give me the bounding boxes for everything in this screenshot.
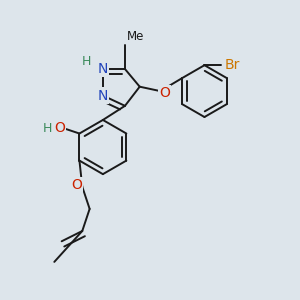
Text: Br: Br [224, 58, 239, 72]
Text: H: H [43, 122, 52, 135]
Text: Me: Me [126, 30, 144, 43]
Text: N: N [98, 88, 108, 103]
Text: H: H [82, 55, 92, 68]
Text: O: O [159, 86, 170, 100]
Text: O: O [54, 121, 65, 135]
Text: O: O [71, 178, 82, 192]
Text: N: N [98, 62, 108, 76]
